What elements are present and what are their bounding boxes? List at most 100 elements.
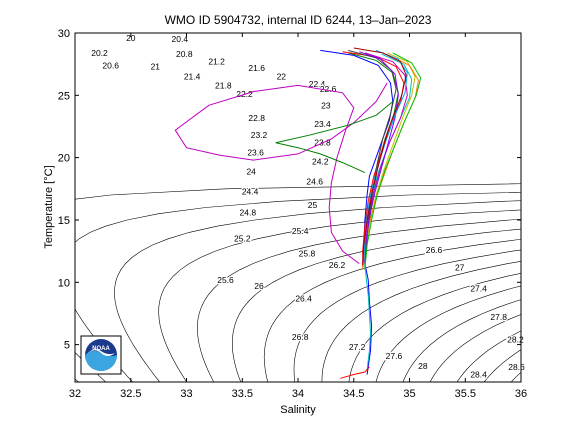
isopycnal-label-halo: 28.4 xyxy=(470,370,487,380)
isopycnal-label: 24 xyxy=(246,166,256,176)
isopycnal-label: 27.4 xyxy=(470,284,487,294)
x-axis-label: Salinity xyxy=(280,404,316,416)
x-axis-ticks: 32 32.5 33 33.5 34 34.5 35 35.5 36 xyxy=(69,33,527,400)
isopycnal-line xyxy=(402,299,521,382)
isopycnal-label: 24.4 xyxy=(242,186,259,196)
profile-line-13 xyxy=(174,82,388,265)
isopycnal-line xyxy=(197,218,521,382)
isopycnal-line xyxy=(231,228,521,382)
isopycnal-label-halo: 24.8 xyxy=(240,208,257,218)
isopycnal-label-halo: 28 xyxy=(418,361,428,371)
isopycnal-label: 25.8 xyxy=(299,249,316,259)
x-tick-label: 33.5 xyxy=(232,388,253,400)
y-tick-label: 5 xyxy=(64,340,70,352)
isopycnal-label-halo: 20.8 xyxy=(176,49,193,59)
isopycnal-line xyxy=(375,285,521,382)
isopycnal-label: 25.2 xyxy=(234,234,251,244)
isopycnal-label-halo: 23 xyxy=(321,100,331,110)
noaa-logo: NOAA xyxy=(80,335,122,375)
isopycnal-label-halo: 22.4 xyxy=(309,79,326,89)
isopycnal-label-halo: 25.2 xyxy=(234,234,251,244)
isopycnal-label-halo: 28.2 xyxy=(507,335,524,345)
isopycnal-label: 23.2 xyxy=(251,130,268,140)
logo-disc-bottom xyxy=(85,350,117,371)
isopycnal-label: 26.2 xyxy=(329,260,346,270)
isopycnal-label: 26.8 xyxy=(292,332,309,342)
profile-line-11 xyxy=(353,47,407,265)
isopycnal-label: 28.6 xyxy=(508,362,525,372)
y-tick-label: 20 xyxy=(58,153,70,165)
y-tick-label: 30 xyxy=(58,28,70,40)
isopycnal-label-halo: 20.6 xyxy=(102,60,119,70)
isopycnal-label: 27.6 xyxy=(386,351,403,361)
isopycnal-line xyxy=(429,314,521,382)
isopycnal-label-halo: 26 xyxy=(254,281,264,291)
isopycnal-label-halo: 22.8 xyxy=(248,113,265,123)
isopycnal-line xyxy=(158,209,521,382)
y-tick-label: 15 xyxy=(58,215,70,227)
isopycnal-label: 23 xyxy=(321,100,331,110)
isopycnal-label: 20 xyxy=(126,33,136,43)
isopycnal-label-halo: 25.8 xyxy=(299,249,316,259)
isopycnal-label-halo: 26.6 xyxy=(426,245,443,255)
isopycnal-label: 20.4 xyxy=(172,34,189,44)
isopycnal-label: 22.6 xyxy=(320,84,337,94)
x-tick-label: 32 xyxy=(69,388,81,400)
profile-series xyxy=(174,47,422,379)
isopycnal-label: 24.8 xyxy=(240,208,257,218)
isopycnal-label: 20.8 xyxy=(176,49,193,59)
isopycnal-label: 28.2 xyxy=(507,335,524,345)
y-axis-label: Temperature [°C] xyxy=(43,165,55,248)
x-tick-label: 36 xyxy=(515,388,527,400)
chart-title: WMO ID 5904732, internal ID 6244, 13–Jan… xyxy=(165,13,432,27)
isopycnal-label-halo: 21 xyxy=(151,62,161,72)
isopycnal-label-halo: 21.4 xyxy=(184,72,201,82)
isopycnal-label-halo: 21.2 xyxy=(208,57,225,67)
plot-area xyxy=(75,33,521,382)
isopycnal-label-halo: 27 xyxy=(455,262,465,272)
logo-bird-icon xyxy=(87,349,115,356)
isopycnal-label: 22 xyxy=(277,72,287,82)
isopycnal-label: 21.8 xyxy=(215,80,232,90)
isopycnal-label: 23.4 xyxy=(314,119,331,129)
isopycnal-label: 26 xyxy=(254,281,264,291)
isopycnal-label-halo: 20.2 xyxy=(91,48,108,58)
isopycnal-label: 24.6 xyxy=(306,176,323,186)
isopycnal-label-halo: 23.6 xyxy=(247,148,264,158)
isopycnal-label-halo: 21.8 xyxy=(215,80,232,90)
isopycnal-label: 26.4 xyxy=(295,294,312,304)
y-tick-label: 10 xyxy=(58,277,70,289)
isopycnal-label-halo: 25.6 xyxy=(217,275,234,285)
isopycnal-label-halo: 26.4 xyxy=(295,294,312,304)
isopycnal-label-halo: 24.6 xyxy=(306,176,323,186)
isopycnal-label-halo: 20.4 xyxy=(172,34,189,44)
isopycnal-label: 22.4 xyxy=(309,79,326,89)
profile-line-14 xyxy=(275,101,394,174)
profile-line-15 xyxy=(364,263,372,370)
isopycnal-label-halo: 25.4 xyxy=(292,226,309,236)
isopycnal-label-halo: 23.4 xyxy=(314,119,331,129)
isopycnal-label: 25.4 xyxy=(292,226,309,236)
profile-line-1 xyxy=(320,49,394,375)
isopycnal-label-halo: 22 xyxy=(277,72,287,82)
logo-text: NOAA xyxy=(92,346,110,352)
isopycnal-line xyxy=(321,261,521,382)
profile-line-5 xyxy=(362,52,408,263)
isopycnal-label: 21.2 xyxy=(208,57,225,67)
x-tick-label: 33 xyxy=(180,388,192,400)
isopycnal-label: 27.8 xyxy=(490,312,507,322)
isopycnal-line xyxy=(456,330,521,382)
isopycnal-label: 20.6 xyxy=(102,60,119,70)
isopycnal-label-halo: 26.8 xyxy=(292,332,309,342)
isopycnal-label: 27.2 xyxy=(349,342,366,352)
profile-line-6 xyxy=(363,52,416,267)
isopycnal-label-halo: 23.2 xyxy=(251,130,268,140)
isopycnal-label-halo: 27.8 xyxy=(490,312,507,322)
isopycnal-line xyxy=(293,249,521,382)
isopycnal-label-halo: 22.6 xyxy=(320,84,337,94)
isopycnal-line xyxy=(263,238,521,382)
isopycnal-label-halo: 27.4 xyxy=(470,284,487,294)
x-tick-label: 35 xyxy=(403,388,415,400)
isopycnal-label: 28 xyxy=(418,361,428,371)
